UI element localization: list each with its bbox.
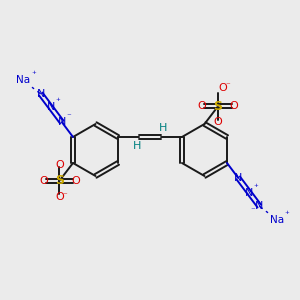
Text: O: O bbox=[71, 176, 80, 186]
Text: O: O bbox=[214, 117, 223, 127]
Text: N: N bbox=[234, 173, 242, 183]
Text: Na: Na bbox=[270, 215, 284, 225]
Text: S: S bbox=[214, 100, 223, 113]
Text: O: O bbox=[55, 160, 64, 170]
Text: O: O bbox=[198, 101, 206, 111]
Text: ⁻: ⁻ bbox=[250, 206, 255, 215]
Text: N: N bbox=[46, 102, 55, 112]
Text: O: O bbox=[55, 192, 64, 202]
Text: ⁺: ⁺ bbox=[55, 97, 60, 106]
Text: N: N bbox=[37, 89, 45, 99]
Text: S: S bbox=[55, 174, 64, 187]
Text: H: H bbox=[133, 141, 141, 151]
Text: O: O bbox=[230, 101, 239, 111]
Text: ⁻: ⁻ bbox=[225, 81, 230, 90]
Text: ⁻: ⁻ bbox=[62, 191, 67, 200]
Text: ⁻: ⁻ bbox=[66, 112, 71, 121]
Text: N: N bbox=[255, 201, 263, 211]
Text: O: O bbox=[218, 83, 227, 93]
Text: ⁺: ⁺ bbox=[285, 210, 290, 219]
Text: O: O bbox=[39, 176, 48, 186]
Text: H: H bbox=[159, 123, 167, 133]
Text: N: N bbox=[58, 117, 66, 127]
Text: ⁺: ⁺ bbox=[32, 70, 36, 79]
Text: Na: Na bbox=[16, 75, 30, 85]
Text: N: N bbox=[245, 188, 254, 198]
Text: ⁺: ⁺ bbox=[254, 183, 259, 192]
